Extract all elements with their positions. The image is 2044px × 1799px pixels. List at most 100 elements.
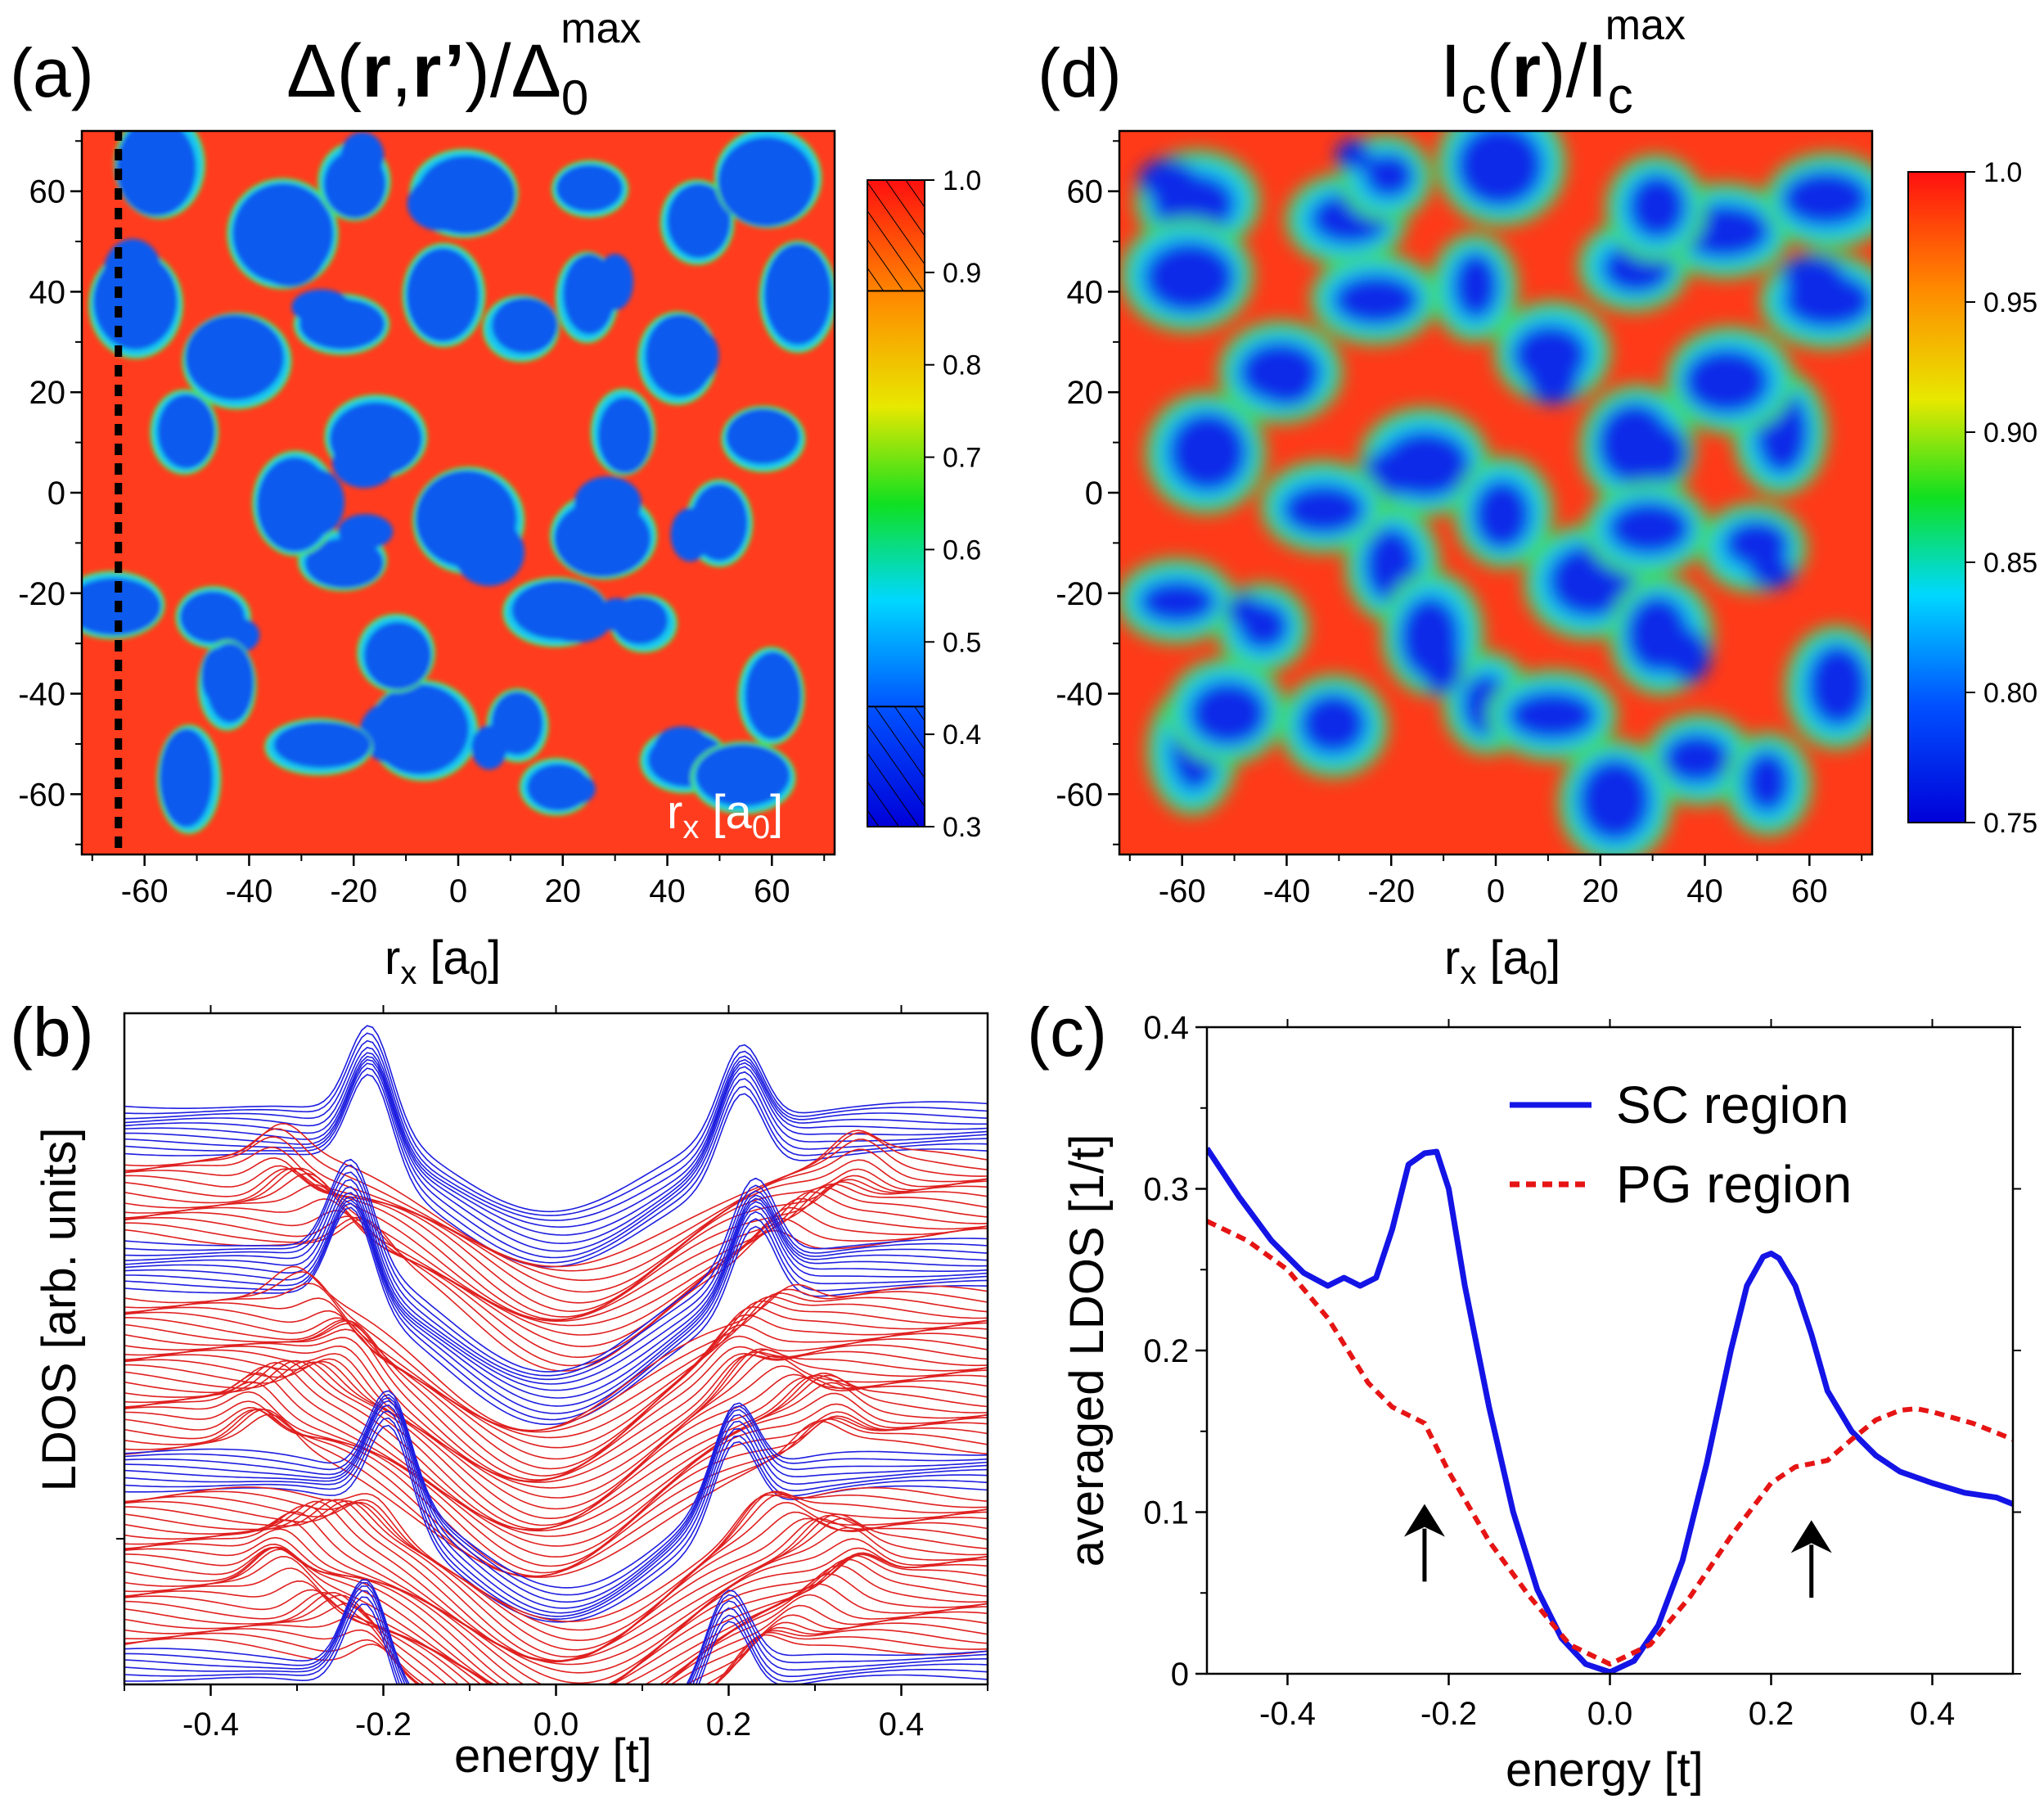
colorbar-tick-label-d: 0.80 xyxy=(1983,678,2037,709)
legend-c: SC region PG region xyxy=(1510,1075,1852,1214)
heatmap-cell xyxy=(1781,170,1870,227)
ldos-curve xyxy=(124,1565,988,1684)
ldos-curve xyxy=(124,1314,988,1470)
colorbar-tick-label-a: 1.0 xyxy=(943,165,981,196)
heatmap-cell xyxy=(273,721,371,769)
ldos-curve xyxy=(124,1546,988,1684)
heatmap-cell xyxy=(726,408,799,465)
series-line-pg-region xyxy=(1207,1219,2013,1667)
ldos-curve xyxy=(124,1393,988,1596)
heatmap-cell xyxy=(159,728,213,827)
ldos-curve xyxy=(124,1158,988,1373)
y-tick-label-c: 0 xyxy=(1171,1657,1189,1693)
heatmap-cell xyxy=(1578,758,1651,841)
x-tick-label-b: 0.0 xyxy=(534,1707,579,1743)
ldos-curve xyxy=(124,1128,988,1272)
ldos-curve xyxy=(124,1589,988,1684)
ldos-curve xyxy=(124,1168,988,1318)
ldos-curve xyxy=(124,1406,988,1574)
y-tick-label-d: 40 xyxy=(1067,274,1104,310)
ldos-curve xyxy=(124,1349,988,1489)
heatmap-cell xyxy=(1420,636,1463,695)
ldos-curve xyxy=(124,1556,988,1684)
panel-label-d: (d) xyxy=(1038,34,1122,111)
y-tick-label-a: 60 xyxy=(29,174,66,210)
ldos-curve xyxy=(124,1361,988,1531)
ldos-curve xyxy=(124,1337,988,1482)
ldos-curve xyxy=(124,1573,988,1684)
ldos-curve xyxy=(124,1039,988,1221)
x-tick-label-c: 0.2 xyxy=(1749,1696,1794,1732)
ldos-curve xyxy=(124,1052,988,1236)
ldos-curve xyxy=(124,1344,988,1483)
ldos-curve xyxy=(124,1283,988,1433)
heatmap-cell xyxy=(200,647,235,704)
heatmap-cell xyxy=(556,165,623,212)
ldos-curve xyxy=(124,1196,988,1407)
x-tick-label-a: 60 xyxy=(754,873,790,909)
ldos-curve xyxy=(124,1546,988,1684)
ldos-curve xyxy=(124,1305,988,1460)
ldos-curve xyxy=(124,1074,988,1268)
y-tick-label-a: -20 xyxy=(18,576,65,612)
heatmap-cell xyxy=(745,652,802,740)
heatmap-cell xyxy=(1138,158,1197,201)
heatmap-cell xyxy=(597,397,652,474)
heatmap-cell xyxy=(667,183,731,259)
ldos-curve xyxy=(124,1058,988,1252)
ldos-curve xyxy=(124,1271,988,1432)
x-tick-label-a: -40 xyxy=(226,873,273,909)
panel-b: (b) -0.4 -0.2 0.0 0.2 0.4 energy [t] LDOS [a… xyxy=(10,994,989,1783)
ldos-curve xyxy=(124,1616,988,1684)
heatmap-cell xyxy=(359,701,430,764)
heatmap-cell xyxy=(305,538,384,588)
heatmap-cell xyxy=(1139,579,1216,624)
heatmap-cell xyxy=(1744,751,1790,813)
heatmap-cell xyxy=(670,507,710,562)
x-tick-label-d: -60 xyxy=(1159,873,1206,909)
x-tick-label-a: -20 xyxy=(330,873,377,909)
x-tick-label-a: 40 xyxy=(649,873,686,909)
plot-frame-c xyxy=(1205,1026,2015,1675)
heatmap-d xyxy=(1119,131,1872,854)
colorbar-tick-label-d: 0.75 xyxy=(1983,808,2037,839)
ldos-curve xyxy=(124,1499,988,1663)
averaged-ldos-lines xyxy=(1207,1147,2013,1674)
ldos-curve xyxy=(124,1062,988,1259)
annotation-arrow-head xyxy=(1403,1504,1445,1537)
ldos-curve xyxy=(124,1300,988,1449)
heatmap-cell xyxy=(764,243,831,345)
ldos-curve xyxy=(124,1628,988,1684)
colorbar-tick-label-d: 0.95 xyxy=(1983,287,2037,318)
colorbar-tick-label-a: 0.4 xyxy=(943,719,981,751)
colorbar-hatched-band xyxy=(867,179,925,292)
ldos-curve xyxy=(124,1136,988,1282)
heatmap-cell xyxy=(1364,153,1415,198)
heatmap-cell xyxy=(1683,348,1770,414)
annotation-arrow-head xyxy=(1790,1520,1832,1553)
heatmap-cell xyxy=(597,597,637,632)
y-tick-label-c: 0.1 xyxy=(1143,1495,1189,1531)
panel-label-b: (b) xyxy=(10,994,94,1071)
colorbar-tick-label-a: 0.8 xyxy=(943,350,981,381)
ldos-curve xyxy=(124,1296,988,1439)
x-tick-label-d: 20 xyxy=(1583,873,1619,909)
heatmap-cell xyxy=(696,744,790,807)
ldos-curve xyxy=(124,1171,988,1381)
panel-c: (c) -0.4 -0.2 0.0 0.2 0.4 0.4 0.3 0.2 0.1 0 SC re… xyxy=(1027,994,2021,1797)
colorbar-tick-label-a: 0.5 xyxy=(943,627,981,658)
ldos-curve xyxy=(124,1596,988,1684)
ldos-curve xyxy=(124,1184,988,1327)
x-tick-label-b: -0.4 xyxy=(182,1707,239,1743)
legend-label-pg: PG region xyxy=(1616,1155,1852,1214)
ldos-curve xyxy=(124,1414,988,1578)
y-tick-label-a: -40 xyxy=(18,677,65,713)
x-tick-label-d: -40 xyxy=(1263,873,1311,909)
heatmap-cell xyxy=(670,327,719,386)
heatmap-cell xyxy=(1781,255,1844,294)
ldos-curve xyxy=(124,1490,988,1631)
ldos-curve xyxy=(124,1400,988,1609)
x-tick-label-d: 0 xyxy=(1487,873,1505,909)
ldos-curve xyxy=(124,1585,988,1684)
